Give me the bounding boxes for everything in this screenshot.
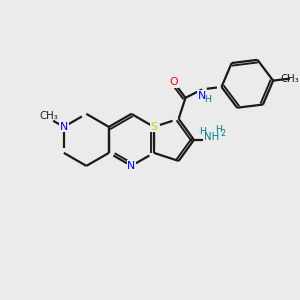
Text: CH₃: CH₃ bbox=[280, 74, 299, 84]
Text: H: H bbox=[215, 125, 222, 134]
Text: S: S bbox=[150, 122, 158, 132]
Text: N: N bbox=[60, 122, 68, 132]
Text: H: H bbox=[204, 95, 211, 104]
Text: N: N bbox=[197, 91, 206, 101]
Text: 2: 2 bbox=[220, 129, 225, 138]
Text: O: O bbox=[169, 77, 178, 87]
Text: NH: NH bbox=[204, 132, 219, 142]
Text: N: N bbox=[127, 161, 136, 171]
Text: CH₃: CH₃ bbox=[40, 110, 59, 121]
Text: H: H bbox=[199, 127, 206, 136]
